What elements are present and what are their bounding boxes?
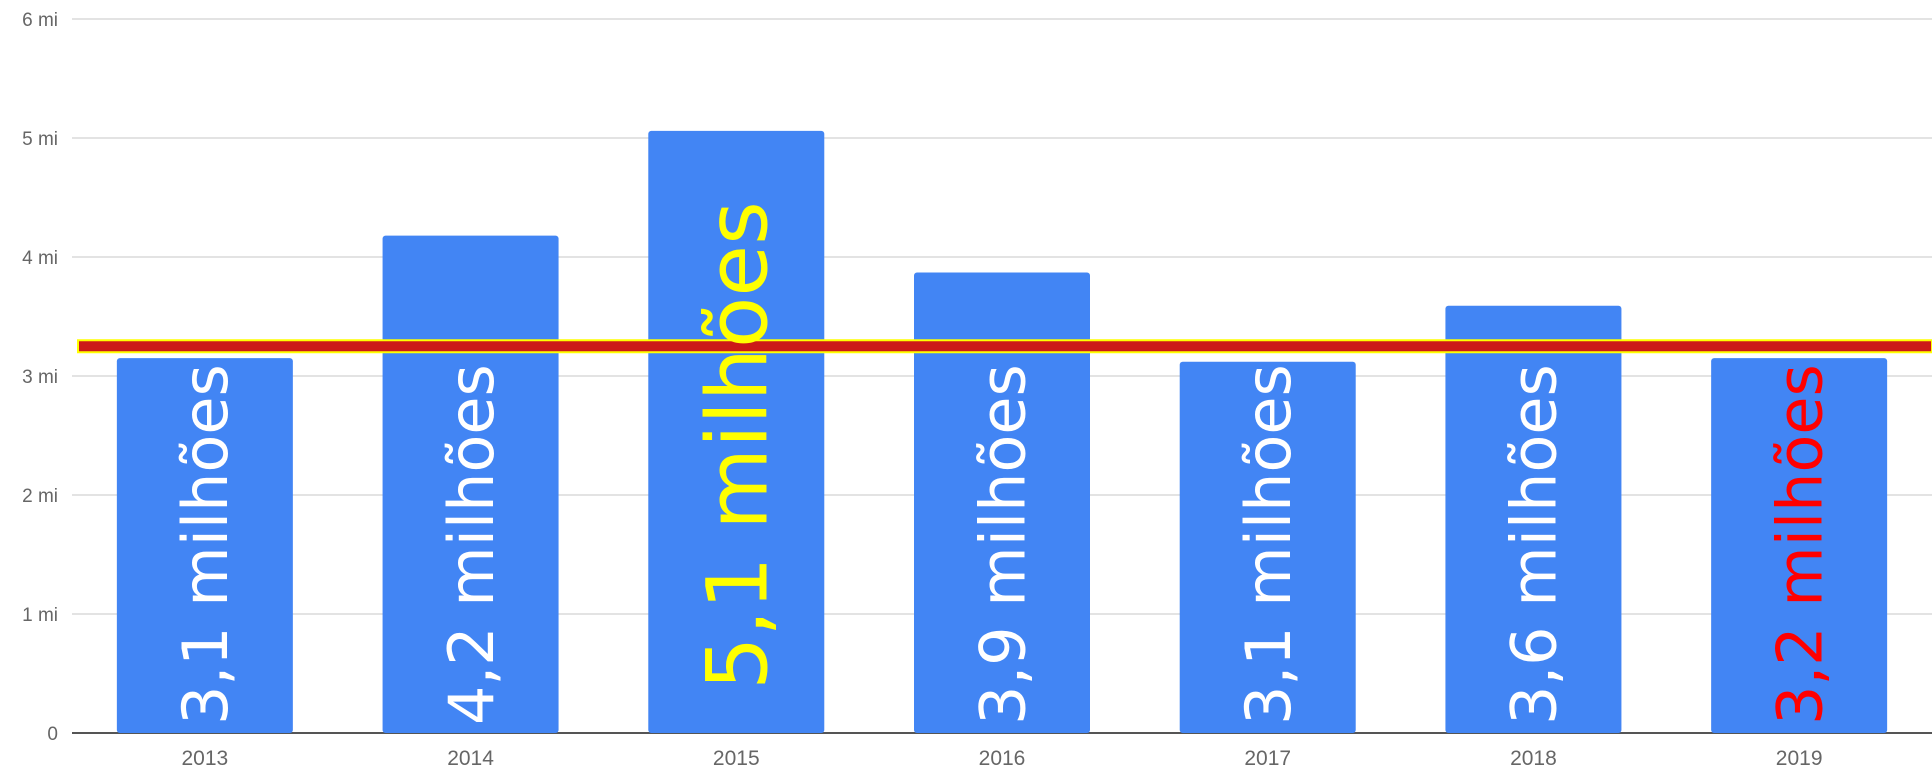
x-tick-label: 2017 [1244,747,1291,770]
y-tick-label: 3 mi [22,367,58,388]
y-tick-label: 4 mi [22,248,58,269]
y-tick-label: 6 mi [22,10,58,31]
x-axis-ticks: 2013 2014 2015 2016 2017 2018 2019 [181,747,1822,770]
y-tick-label: 1 mi [22,605,58,626]
bar [1711,358,1888,733]
x-tick-label: 2013 [181,747,228,770]
bar-data-label: 3,9 milhões [966,364,1039,725]
bar [116,358,293,733]
bar-data-label: 3,6 milhões [1498,364,1571,725]
x-tick-label: 2016 [979,747,1026,770]
reference-line-group [77,339,1932,354]
bar-data-labels: 3,1 milhões 4,2 milhões 5,1 milhões 3,9 mil… [169,201,1836,725]
x-tick-label: 2014 [447,747,494,770]
bar [648,130,825,734]
y-axis-ticks: 0 1 mi 2 mi 3 mi 4 mi 5 mi 6 mi [22,10,58,745]
bar [914,272,1090,733]
bar-data-label: 3,2 milhões [1763,364,1836,725]
x-tick-label: 2015 [713,747,760,770]
x-tick-label: 2019 [1776,747,1823,770]
y-tick-label: 2 mi [22,486,58,507]
x-tick-label: 2018 [1510,747,1557,770]
y-tick-label: 5 mi [22,129,58,150]
reference-line [77,339,1932,354]
bar-data-label: 4,2 milhões [435,364,508,725]
bar-data-label: 3,1 milhões [1232,364,1305,725]
y-tick-label: 0 [47,724,58,745]
bar-data-label: 5,1 milhões [689,201,787,690]
bar-data-label: 3,1 milhões [169,364,242,725]
bar [1445,305,1622,733]
bar [1179,361,1356,733]
bar [382,235,559,733]
bars [116,130,1888,734]
